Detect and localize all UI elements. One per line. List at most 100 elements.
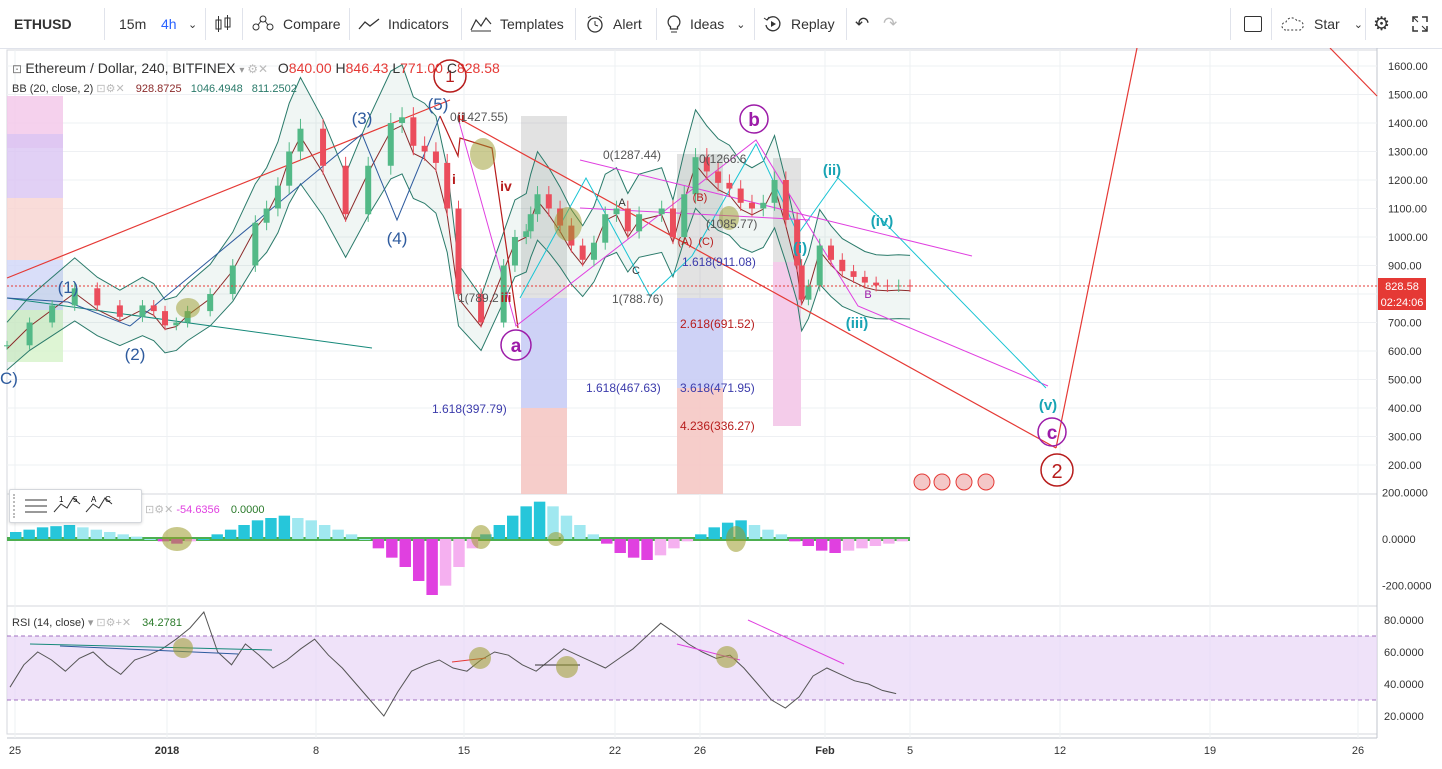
- fullscreen-toggle[interactable]: [1244, 0, 1262, 48]
- candle-body: [624, 208, 631, 232]
- rsi-band: [7, 636, 1377, 700]
- candle-body: [907, 285, 913, 287]
- legend-controls-icon[interactable]: ⊡⚙+✕: [96, 617, 132, 629]
- price-tick-label: 1100.00: [1388, 204, 1427, 216]
- ideas-button[interactable]: Ideas ⌄: [666, 0, 745, 48]
- redo-icon[interactable]: ↷: [883, 14, 898, 33]
- chevron-down-icon[interactable]: ▾: [87, 617, 97, 629]
- zone-purple: [7, 134, 63, 198]
- oscillator-bar: [104, 532, 116, 539]
- candle-body: [798, 265, 805, 300]
- chevron-down-icon[interactable]: ▾: [239, 65, 248, 76]
- price-tick-label: 200.00: [1388, 460, 1422, 472]
- wave-label: C): [0, 369, 18, 388]
- replay-label: Replay: [791, 16, 835, 32]
- oscillator-bar: [883, 539, 895, 544]
- oscillator-bar: [802, 539, 814, 546]
- wave-label: (iv): [871, 213, 894, 230]
- highlight-ellipse: [719, 206, 739, 230]
- candle-body: [545, 194, 552, 209]
- gear-icon[interactable]: ⚙: [1373, 13, 1391, 35]
- interval-15m[interactable]: 15m: [119, 16, 147, 32]
- candle-body: [771, 180, 778, 203]
- zone-blue-2: [677, 298, 723, 388]
- drag-handle[interactable]: [13, 494, 21, 518]
- bb-legend: BB (20, close, 2) ⊡⚙✕ 928.8725 1046.4948…: [12, 82, 297, 95]
- expand-arrows-icon: [1412, 16, 1428, 32]
- candle-style-button[interactable]: [213, 0, 233, 48]
- toolbar-divider: [575, 8, 576, 40]
- wave-label: b: [748, 110, 760, 131]
- event-flags[interactable]: [913, 473, 995, 491]
- highlight-ellipse: [556, 656, 578, 678]
- candle-body: [252, 222, 259, 266]
- close-label: C: [446, 60, 457, 76]
- chart-area[interactable]: 1 2 a b c (1) (2) (3) (4) (5) C) i ii ii…: [0, 47, 1442, 764]
- oscillator-bar: [10, 532, 22, 539]
- last-price-value: 828.58: [1385, 281, 1419, 293]
- oscillator-bar: [721, 522, 734, 539]
- rsi-legend: RSI (14, close) ▾ ⊡⚙+✕ 34.2781: [12, 616, 182, 629]
- interval-4h[interactable]: 4h: [161, 16, 177, 32]
- wave-label: (ii): [823, 162, 841, 179]
- open-value: 840.00: [288, 60, 332, 76]
- price-tick-label: 1000.00: [1388, 232, 1428, 244]
- time-axis[interactable]: 25 2018 8 15 22 26 Feb 5 12 19 26: [9, 745, 1364, 757]
- highlight-ellipse: [176, 298, 200, 318]
- oscillator-bar: [265, 518, 277, 539]
- osc-tick-label: 200.0000: [1382, 487, 1428, 499]
- indicators-icon: [358, 18, 380, 30]
- rsi-label: RSI (14, close): [12, 617, 85, 629]
- time-tick-label: 8: [313, 745, 319, 757]
- price-candles: [4, 107, 913, 350]
- undo-icon[interactable]: ↶: [855, 14, 870, 33]
- rsi-tick-label: 40.0000: [1384, 679, 1424, 691]
- chevron-down-icon[interactable]: ⌄: [188, 18, 198, 31]
- expand-icon[interactable]: [1411, 0, 1429, 48]
- oscillator-bar: [359, 539, 371, 540]
- legend-settings-icon[interactable]: ⚙✕: [247, 62, 268, 76]
- legend-collapse-icon[interactable]: ⊡: [12, 62, 26, 76]
- fib-label: 1.618(397.79): [432, 402, 507, 416]
- chart-canvas[interactable]: 1 2 a b c (1) (2) (3) (4) (5) C) i ii ii…: [0, 47, 1442, 764]
- price-axis[interactable]: 1600.00 1500.00 1400.00 1300.00 1200.00 1100.…: [1388, 61, 1428, 472]
- price-tick-label: 700.00: [1388, 318, 1422, 330]
- oscillator-bar: [681, 539, 694, 542]
- candle-body: [805, 285, 812, 300]
- trendline-red-lower: [457, 117, 1057, 449]
- oscillator-bar: [36, 527, 49, 539]
- symbol-search[interactable]: ETHUSD: [14, 16, 72, 32]
- wave-label: ii: [457, 110, 464, 125]
- candle-body: [229, 265, 236, 294]
- candle-body: [523, 231, 530, 237]
- oscillator-bar: [211, 534, 223, 539]
- indicators-button[interactable]: Indicators: [358, 0, 449, 48]
- legend-controls-icon[interactable]: ⊡⚙✕: [96, 83, 128, 95]
- oscillator-legend: ⊡⚙✕ -54.6356 0.0000: [145, 503, 265, 516]
- candle-body: [173, 322, 180, 326]
- legend-controls-icon[interactable]: ⊡⚙✕: [145, 504, 177, 516]
- replay-button[interactable]: Replay: [763, 0, 835, 48]
- star-button[interactable]: Star ⌄: [1280, 0, 1363, 48]
- osc-tick-label: 0.0000: [1382, 534, 1416, 546]
- candle-body: [579, 245, 586, 260]
- candle-body: [861, 276, 868, 283]
- zone-red-2: [677, 388, 723, 494]
- oscillator-bar: [695, 534, 707, 539]
- time-tick-label: 15: [458, 745, 470, 757]
- highlight-ellipse: [471, 525, 491, 549]
- oscillator-bar: [614, 539, 626, 553]
- templates-button[interactable]: Templates: [470, 0, 564, 48]
- wave-label: iv: [500, 178, 512, 194]
- lightbulb-icon: [667, 15, 681, 33]
- compare-button[interactable]: Compare: [251, 0, 341, 48]
- candle-body: [365, 165, 372, 215]
- candle-body: [150, 305, 157, 312]
- wave-darkred: [439, 115, 519, 329]
- toolbar-divider: [1365, 8, 1366, 40]
- lines-icon[interactable]: [21, 496, 51, 516]
- alert-button[interactable]: Alert: [585, 0, 642, 48]
